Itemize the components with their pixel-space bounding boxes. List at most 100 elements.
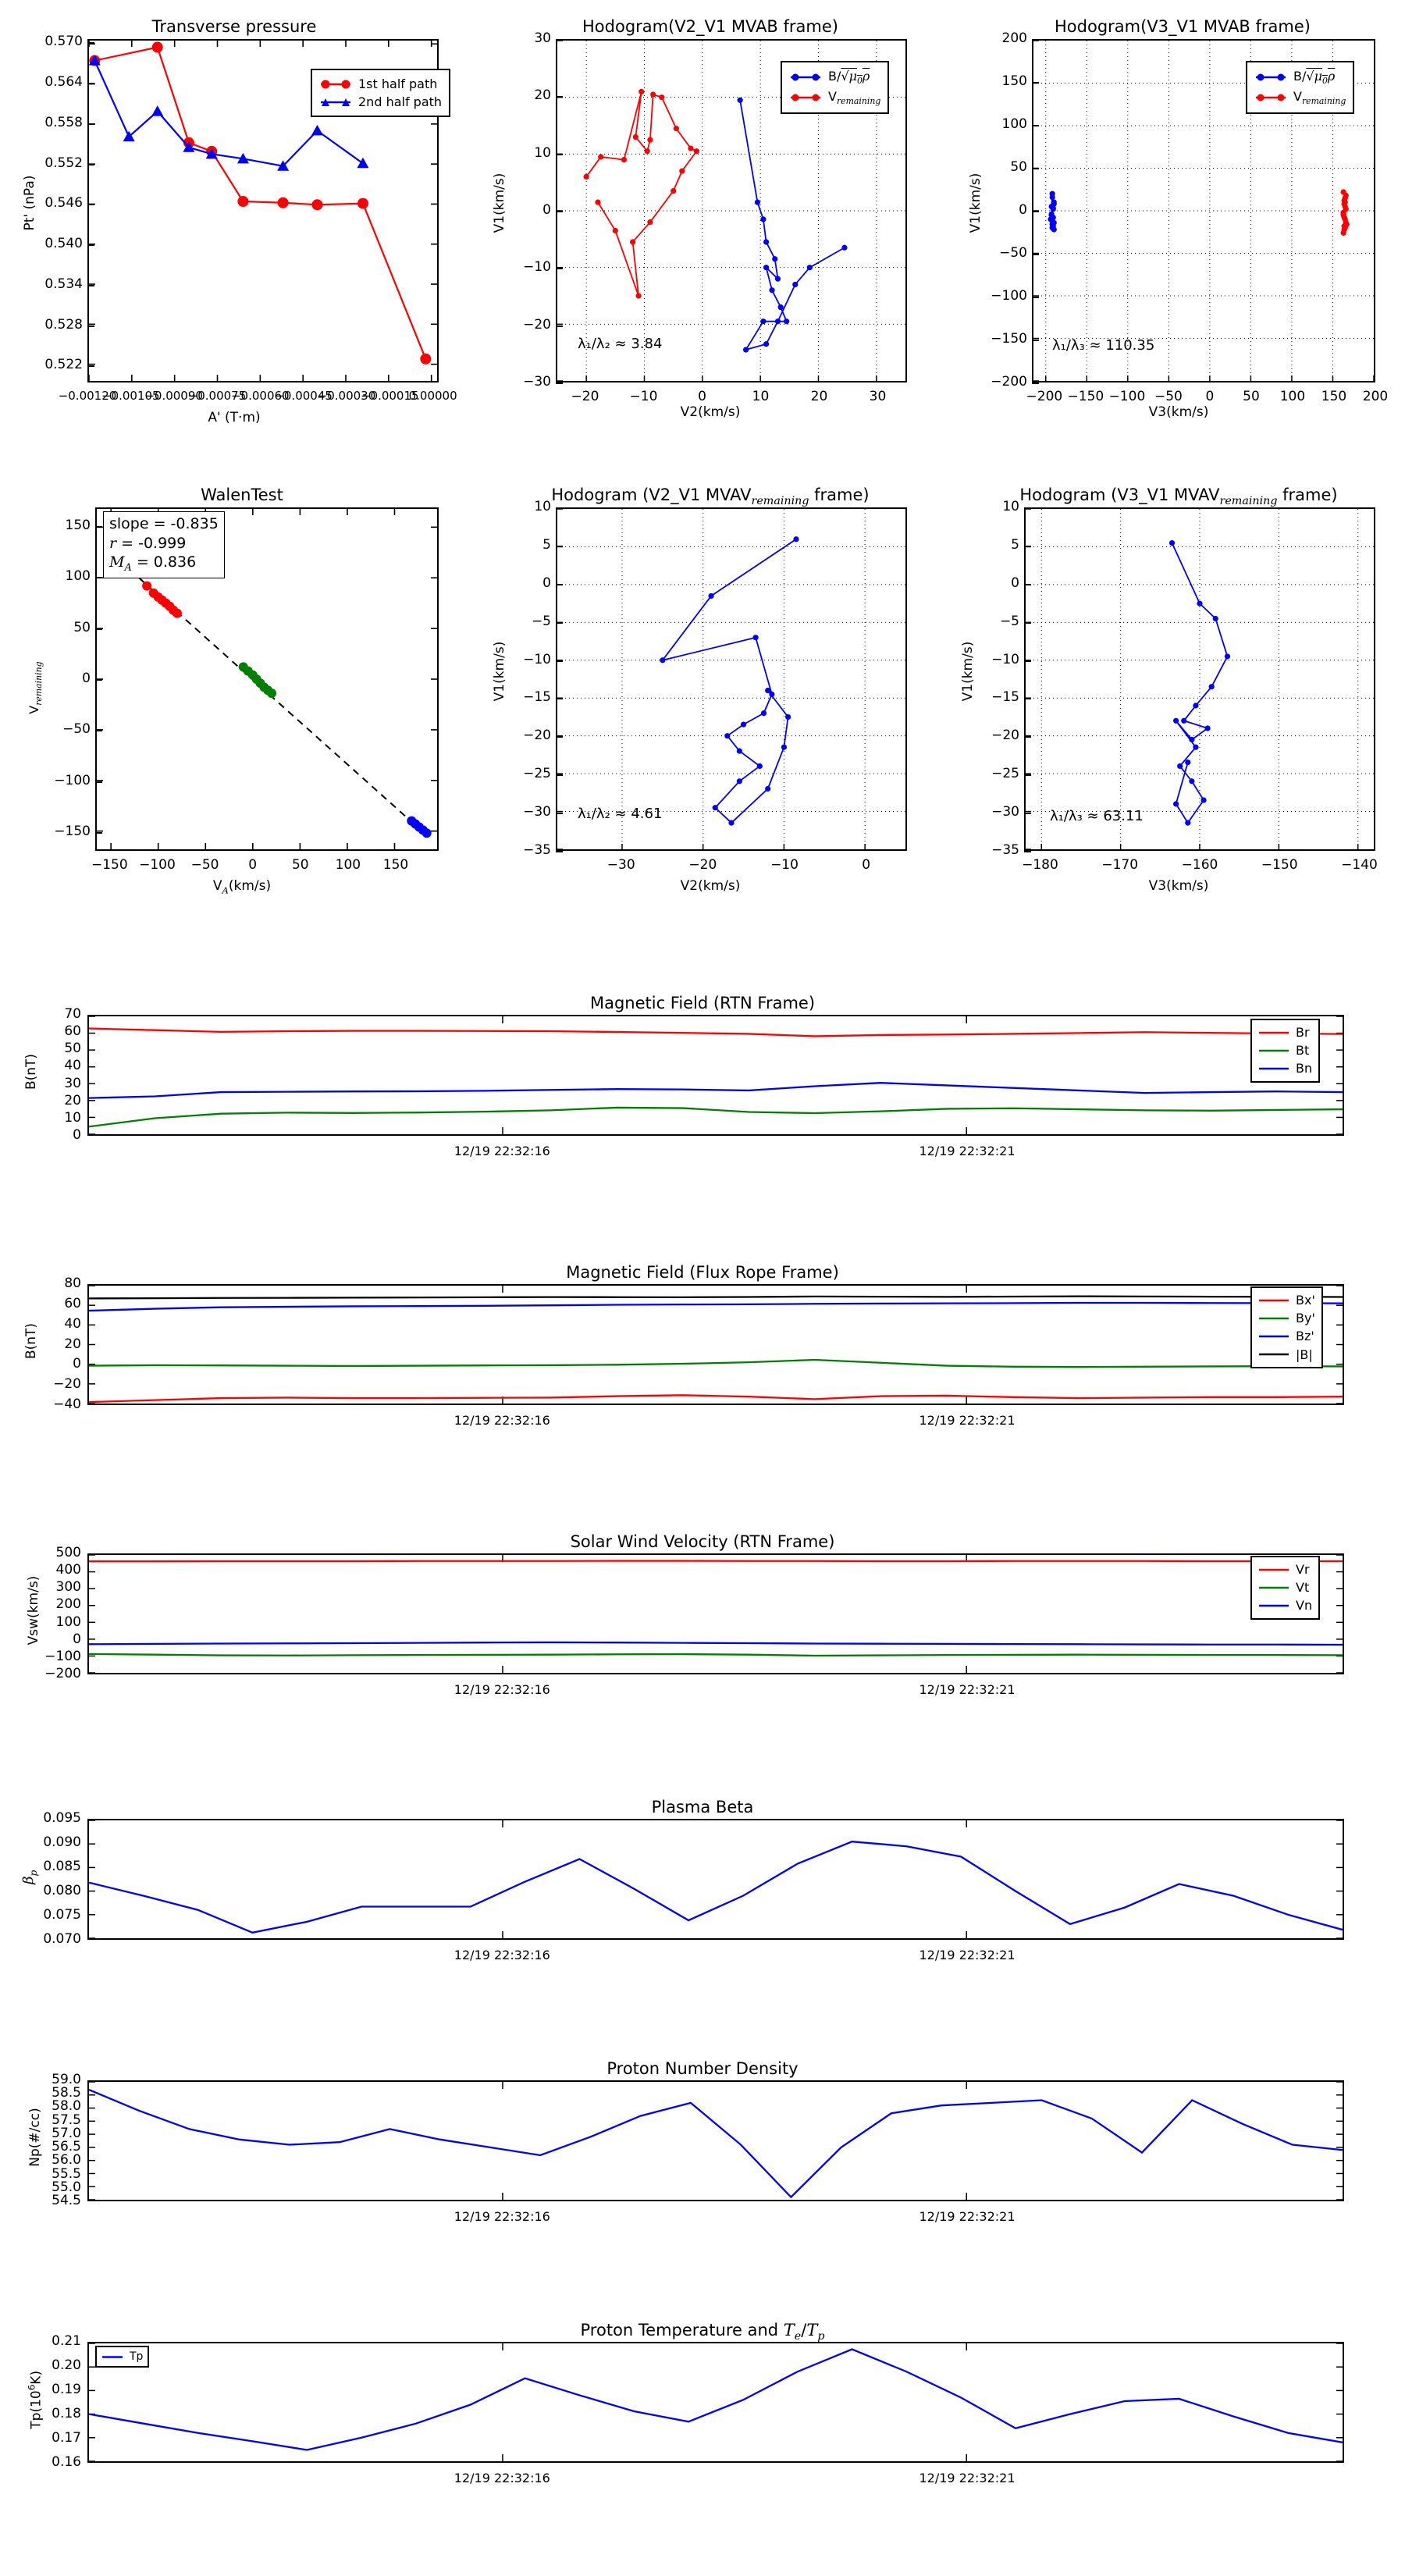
y-tick-label: −10 (991, 651, 1019, 667)
legend-label-bt: Bt (1296, 1043, 1310, 1059)
time-tick-label: 12/19 22:32:21 (919, 2471, 1016, 2485)
y-tick-label: −30 (523, 804, 551, 820)
y-tick-mark (95, 679, 102, 681)
y-tick-label: 50 (73, 619, 91, 635)
y-tick-label: 100 (55, 1614, 81, 1630)
panel-title: Hodogram (V3_V1 MVAVremaining frame) (1019, 486, 1338, 508)
hodogram-v3v1-mvav-svg (1026, 509, 1374, 849)
np-svg (89, 2082, 1343, 2200)
y-tick-label: −100 (54, 772, 91, 788)
legend-label-bn: Bn (1296, 1061, 1313, 1076)
y-tick-label: 60 (64, 1023, 81, 1040)
plot-area (556, 507, 907, 851)
y-tick-label: 0.16 (52, 2454, 81, 2470)
mag-fr-svg (89, 1286, 1343, 1404)
legend-label-by: By' (1296, 1311, 1315, 1326)
panel-title: WalenTest (201, 486, 283, 504)
x-tick-label: 100 (1279, 389, 1306, 404)
y-tick-mark (87, 204, 94, 206)
y-tick-label: −50 (999, 245, 1027, 261)
y-tick-label: 0 (1011, 575, 1019, 591)
x-tick-label: 100 (335, 857, 361, 873)
y-tick-label: 70 (64, 1006, 81, 1022)
panel-proton-number-density: Proton Number Density Np(#/cc) 54.5 55.0 5… (0, 2045, 1405, 2248)
y-tick-label: 80 (64, 1276, 81, 1291)
x-tick-label: −180 (1022, 857, 1058, 873)
y-tick-label: −25 (991, 766, 1019, 782)
y-tick-label: −40 (53, 1397, 81, 1412)
y-tick-mark (1024, 698, 1031, 700)
x-tick-label: −50 (1154, 389, 1183, 404)
y-tick-label: 50 (1010, 159, 1027, 175)
tp-svg (89, 2343, 1343, 2461)
plot-area (87, 2080, 1344, 2201)
y-tick-mark (1032, 382, 1039, 384)
y-tick-label: −150 (991, 331, 1027, 347)
y-tick-label: −100 (44, 1648, 81, 1664)
y-tick-mark (1032, 254, 1039, 255)
legend-tp: Tp (95, 2346, 150, 2368)
legend-label-vt: Vt (1296, 1580, 1310, 1596)
y-tick-mark (556, 660, 563, 662)
panel-title: Hodogram(V3_V1 MVAB frame) (1055, 17, 1311, 36)
panel-title: Proton Temperature and Te/Tp (580, 2321, 825, 2343)
y-tick-mark (87, 365, 94, 368)
time-tick-label: 12/19 22:32:21 (919, 1948, 1016, 1962)
y-tick-label: 0.20 (52, 2357, 81, 2373)
y-tick-label: 50 (64, 1041, 81, 1057)
y-tick-label: 0.18 (52, 2406, 81, 2421)
panel-magnetic-field-flux-rope: Magnetic Field (Flux Rope Frame) B(nT) −… (0, 1249, 1405, 1452)
legend-line-br (1259, 1031, 1289, 1034)
x-axis-label: A' (T·m) (208, 410, 261, 425)
y-tick-label: 0 (82, 671, 91, 686)
plasma-beta-svg (89, 1820, 1343, 1938)
x-tick-label: 150 (1321, 389, 1347, 404)
x-tick-label: 30 (869, 389, 887, 404)
y-tick-mark (556, 813, 563, 815)
legend-label-tp: Tp (130, 2350, 144, 2363)
y-tick-mark (1024, 583, 1031, 585)
y-tick-label: 0.564 (44, 74, 83, 91)
y-tick-label: 150 (1001, 73, 1027, 89)
y-tick-label: 10 (1002, 499, 1019, 514)
x-tick-label: −0.00045 (274, 389, 333, 403)
y-tick-mark (1024, 813, 1031, 815)
x-tick-label: −150 (91, 857, 128, 873)
y-tick-label: 150 (65, 517, 91, 533)
y-tick-mark (1024, 851, 1031, 852)
eigenvalue-ratio-annotation: λ₁/λ₃ ≈ 110.35 (1052, 337, 1155, 354)
plot-area (87, 2342, 1344, 2463)
plot-area (87, 1553, 1344, 1674)
legend-line-vt (1259, 1586, 1289, 1589)
panel-plasma-beta: Plasma Beta βp 0.070 0.075 0.080 0.085 0.090… (0, 1784, 1405, 1983)
x-tick-label: −150 (1067, 389, 1104, 404)
y-tick-mark (1032, 82, 1039, 84)
panel-magnetic-field-rtn: Magnetic Field (RTN Frame) B(nT) 0 10 20 30… (0, 980, 1405, 1175)
y-tick-label: −100 (991, 288, 1027, 304)
y-tick-label: 0 (73, 1356, 81, 1372)
y-tick-label: 58.5 (52, 2085, 81, 2101)
x-tick-label: 50 (291, 857, 309, 873)
y-tick-label: −10 (523, 259, 551, 276)
x-axis-label: V2(km/s) (680, 404, 741, 420)
y-tick-label: 0.19 (52, 2382, 81, 2397)
time-tick-label: 12/19 22:32:21 (919, 1144, 1016, 1158)
y-tick-label: 20 (534, 87, 551, 104)
y-tick-label: −10 (523, 651, 551, 667)
y-tick-mark (556, 545, 563, 547)
y-tick-label: 0 (542, 575, 551, 591)
x-tick-label: −100 (1108, 389, 1146, 404)
legend-label-vr: Vr (1296, 1562, 1310, 1577)
legend-label-b-alfven: B/√μ0ρ (1293, 69, 1336, 87)
legend-marker-vrem (1254, 92, 1287, 103)
y-tick-label: 56.5 (52, 2139, 81, 2155)
y-tick-label: 55.0 (52, 2179, 81, 2195)
y-tick-label: 200 (55, 1596, 81, 1613)
time-tick-label: 12/19 22:32:16 (454, 2209, 550, 2224)
x-tick-label: 0 (862, 857, 871, 873)
y-tick-mark (556, 583, 563, 585)
y-tick-label: 0.540 (44, 236, 83, 252)
y-tick-mark (556, 621, 563, 624)
x-tick-label: −0.00105 (101, 389, 160, 403)
y-tick-label: 60 (64, 1295, 81, 1311)
